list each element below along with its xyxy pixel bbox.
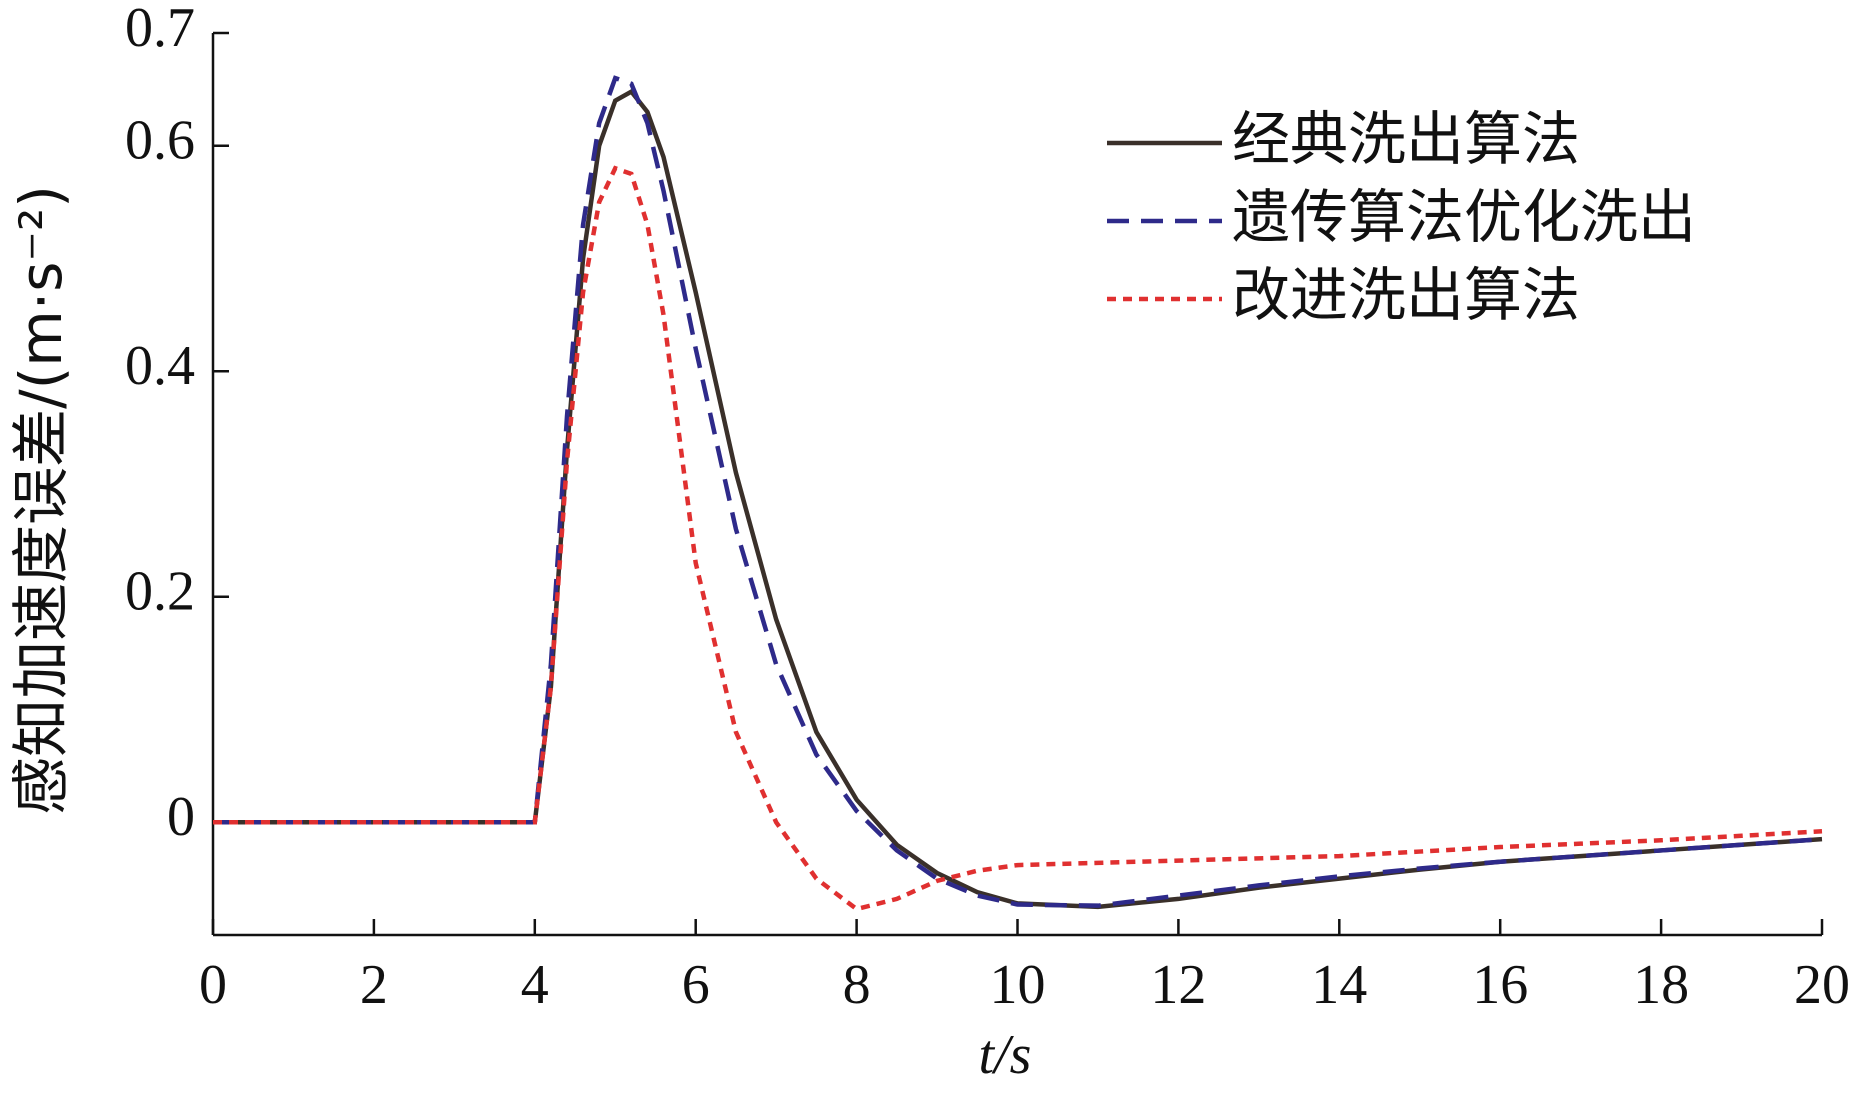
x-tick-label: 12 bbox=[1150, 954, 1206, 1016]
x-tick-label: 4 bbox=[521, 954, 549, 1016]
y-tick-label: 0.6 bbox=[125, 110, 195, 172]
x-tick-label: 0 bbox=[199, 954, 227, 1016]
x-tick-label: 6 bbox=[682, 954, 710, 1016]
y-tick-label: 0.2 bbox=[125, 561, 195, 623]
legend-label: 经典洗出算法 bbox=[1232, 105, 1580, 173]
x-tick-label: 8 bbox=[843, 954, 871, 1016]
y-axis-label: 感知加速度误差/(m·s⁻²) bbox=[7, 185, 75, 815]
legend-label: 遗传算法优化洗出 bbox=[1232, 183, 1696, 251]
legend-label: 改进洗出算法 bbox=[1232, 261, 1580, 329]
series-line bbox=[213, 165, 1823, 912]
x-tick-label: 20 bbox=[1794, 954, 1850, 1016]
y-tick-label: 0.7 bbox=[125, 0, 195, 59]
y-tick-label: 0 bbox=[167, 786, 195, 848]
y-tick-label: 0.4 bbox=[125, 335, 195, 397]
x-tick-label: 18 bbox=[1633, 954, 1689, 1016]
x-axis-label: t/s bbox=[979, 1024, 1032, 1086]
x-tick-label: 10 bbox=[990, 954, 1046, 1016]
x-tick-label: 2 bbox=[360, 954, 388, 1016]
x-tick-label: 14 bbox=[1311, 954, 1367, 1016]
x-tick-label: 16 bbox=[1472, 954, 1528, 1016]
